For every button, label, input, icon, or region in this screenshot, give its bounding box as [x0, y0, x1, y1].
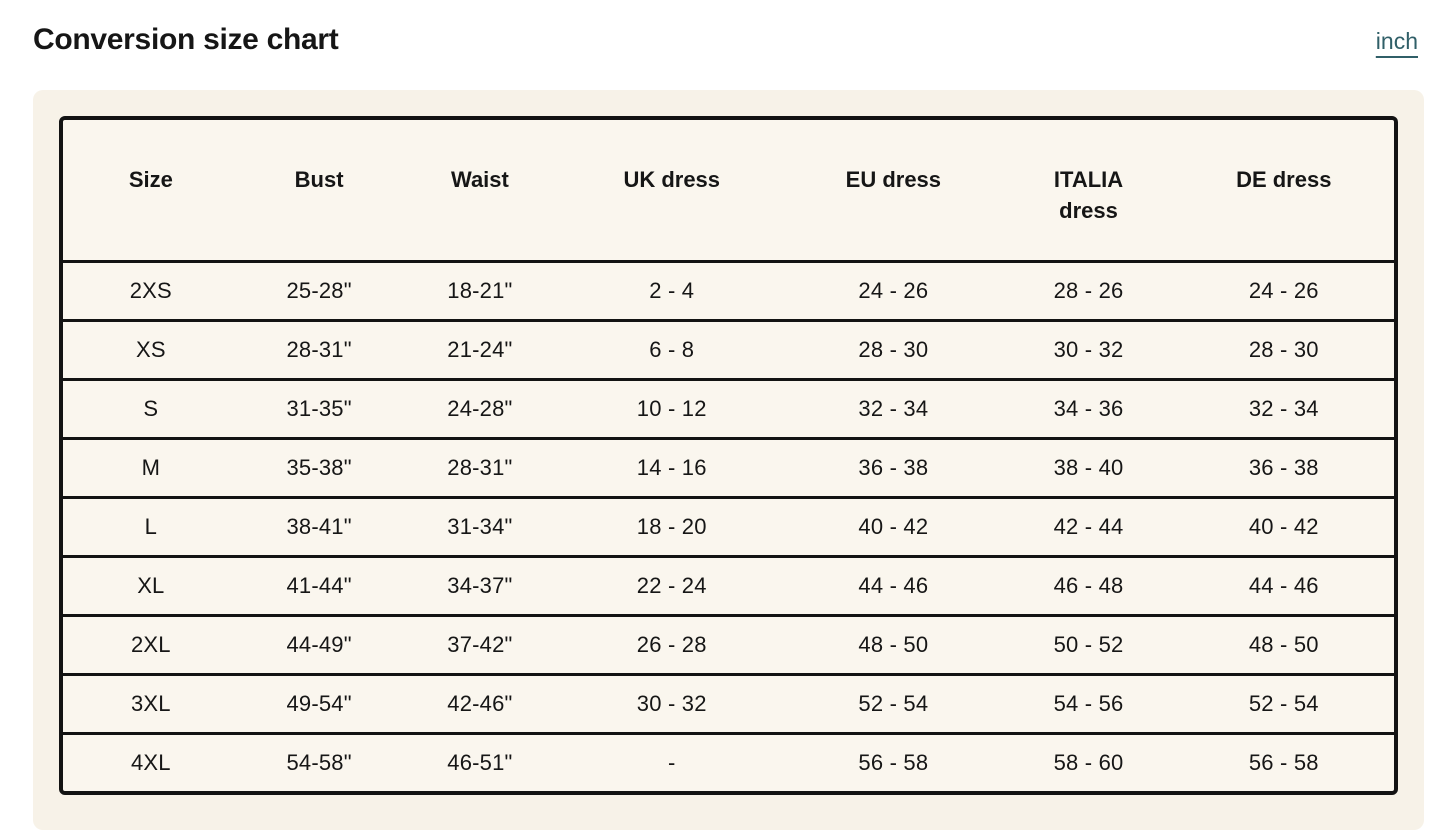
waist-cell: 34-37" [447, 572, 513, 598]
table-row: 4XL 54-58" 46-51" - 56 - 58 58 - 60 56 - 58 [63, 733, 1394, 791]
table-row: M 35-38" 28-31" 14 - 16 36 - 38 38 - 40 36 - 3… [63, 438, 1394, 497]
page-header: Conversion size chart inch [0, 0, 1445, 60]
eu-dress-cell: 52 - 54 [858, 690, 929, 716]
de-dress-cell: 56 - 58 [1248, 749, 1319, 775]
table-row: L 38-41" 31-34" 18 - 20 40 - 42 42 - 44 40 - 4… [63, 497, 1394, 556]
de-dress-cell: 28 - 30 [1248, 336, 1319, 362]
waist-cell: 18-21" [447, 277, 513, 303]
eu-dress-cell: 36 - 38 [858, 454, 929, 480]
bust-cell: 44-49" [286, 631, 352, 657]
bust-cell: 25-28" [286, 277, 352, 303]
bust-cell: 54-58" [286, 749, 352, 775]
eu-dress-cell: 28 - 30 [858, 336, 929, 362]
de-dress-cell: 44 - 46 [1248, 572, 1319, 598]
column-header-uk-dress: UK dress [623, 167, 721, 192]
size-chart-panel: Size Bust Waist UK dress EU dress ITALIA… [33, 90, 1424, 830]
column-header-eu-dress: EU dress [845, 167, 942, 192]
uk-dress-cell: 18 - 20 [636, 513, 707, 539]
de-dress-cell: 48 - 50 [1248, 631, 1319, 657]
header-row: Size Bust Waist UK dress EU dress ITALIA… [63, 120, 1394, 261]
column-header-waist: Waist [451, 167, 509, 192]
bust-cell: 49-54" [286, 690, 352, 716]
uk-dress-cell: 6 - 8 [649, 336, 695, 362]
waist-cell: 21-24" [447, 336, 513, 362]
italia-dress-cell: 42 - 44 [1053, 513, 1124, 539]
size-cell: L [144, 513, 158, 539]
uk-dress-cell: 2 - 4 [649, 277, 695, 303]
uk-dress-cell: 22 - 24 [636, 572, 707, 598]
size-cell: M [141, 454, 161, 480]
de-dress-cell: 36 - 38 [1248, 454, 1319, 480]
de-dress-cell: 24 - 26 [1248, 277, 1319, 303]
table-row: S 31-35" 24-28" 10 - 12 32 - 34 34 - 36 32 - 3… [63, 379, 1394, 438]
uk-dress-cell: 14 - 16 [636, 454, 707, 480]
table-row: 3XL 49-54" 42-46" 30 - 32 52 - 54 54 - 56 52 -… [63, 674, 1394, 733]
italia-dress-cell: 30 - 32 [1053, 336, 1124, 362]
bust-cell: 35-38" [286, 454, 352, 480]
column-header-size: Size [128, 167, 173, 192]
waist-cell: 31-34" [447, 513, 513, 539]
italia-dress-cell: 50 - 52 [1053, 631, 1124, 657]
table-row: XL 41-44" 34-37" 22 - 24 44 - 46 46 - 48 44 - … [63, 556, 1394, 615]
size-chart-body: 2XS 25-28" 18-21" 2 - 4 24 - 26 28 - 26 24 - 2… [63, 261, 1394, 791]
de-dress-cell: 52 - 54 [1248, 690, 1319, 716]
italia-dress-cell: 54 - 56 [1053, 690, 1124, 716]
table-row: XS 28-31" 21-24" 6 - 8 28 - 30 30 - 32 28 - 30 [63, 320, 1394, 379]
size-cell: 4XL [130, 749, 171, 775]
table-row: 2XL 44-49" 37-42" 26 - 28 48 - 50 50 - 52 48 -… [63, 615, 1394, 674]
eu-dress-cell: 40 - 42 [858, 513, 929, 539]
table-row: 2XS 25-28" 18-21" 2 - 4 24 - 26 28 - 26 24 - 2… [63, 261, 1394, 320]
bust-cell: 28-31" [286, 336, 352, 362]
waist-cell: 24-28" [447, 395, 513, 421]
eu-dress-cell: 32 - 34 [858, 395, 929, 421]
size-cell: S [143, 395, 159, 421]
eu-dress-cell: 24 - 26 [858, 277, 929, 303]
bust-cell: 41-44" [286, 572, 352, 598]
unit-toggle-link[interactable]: inch [1375, 28, 1418, 54]
size-chart-header: Size Bust Waist UK dress EU dress ITALIA… [63, 120, 1394, 261]
italia-dress-cell: 46 - 48 [1053, 572, 1124, 598]
italia-dress-cell: 38 - 40 [1053, 454, 1124, 480]
bust-cell: 31-35" [286, 395, 352, 421]
eu-dress-cell: 48 - 50 [858, 631, 929, 657]
uk-dress-cell: 26 - 28 [636, 631, 707, 657]
uk-dress-cell: 30 - 32 [636, 690, 707, 716]
size-cell: 2XS [129, 277, 172, 303]
size-cell: XS [135, 336, 166, 362]
italia-dress-cell: 58 - 60 [1053, 749, 1124, 775]
column-header-italia-dress: ITALIA dress [1053, 167, 1124, 223]
waist-cell: 46-51" [447, 749, 513, 775]
uk-dress-cell: 10 - 12 [636, 395, 707, 421]
waist-cell: 28-31" [447, 454, 513, 480]
bust-cell: 38-41" [286, 513, 352, 539]
column-header-bust: Bust [294, 167, 344, 192]
page-title: Conversion size chart [33, 23, 339, 56]
waist-cell: 37-42" [447, 631, 513, 657]
de-dress-cell: 40 - 42 [1248, 513, 1319, 539]
eu-dress-cell: 44 - 46 [858, 572, 929, 598]
size-cell: 3XL [130, 690, 171, 716]
column-header-de-dress: DE dress [1236, 167, 1332, 192]
de-dress-cell: 32 - 34 [1248, 395, 1319, 421]
size-chart-table-frame: Size Bust Waist UK dress EU dress ITALIA… [59, 116, 1398, 795]
italia-dress-cell: 28 - 26 [1053, 277, 1124, 303]
size-cell: XL [137, 572, 165, 598]
size-cell: 2XL [130, 631, 171, 657]
eu-dress-cell: 56 - 58 [858, 749, 929, 775]
uk-dress-cell: - [667, 749, 676, 775]
size-chart-table: Size Bust Waist UK dress EU dress ITALIA… [63, 120, 1394, 791]
waist-cell: 42-46" [447, 690, 513, 716]
italia-dress-cell: 34 - 36 [1053, 395, 1124, 421]
